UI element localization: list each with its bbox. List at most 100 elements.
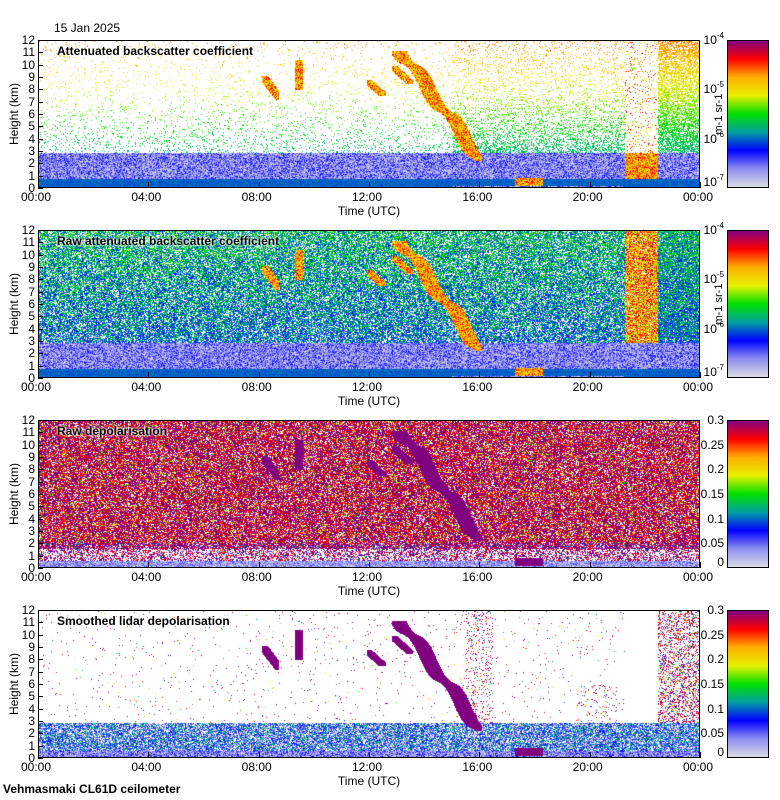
x-tick-label: 00:00 (683, 570, 714, 584)
y-tick-mark (38, 518, 43, 520)
x-tick-label: 04:00 (131, 190, 162, 204)
y-tick-mark (38, 40, 43, 41)
x-tick-mark (148, 562, 150, 568)
y-tick-label: 6 (28, 487, 35, 501)
y-tick-mark (38, 481, 43, 483)
y-tick-label: 1 (28, 168, 35, 183)
x-tick-label: 16:00 (462, 760, 493, 774)
heatmap-canvas (39, 611, 699, 757)
colorbar-tick-label: 0.05 (700, 726, 724, 741)
x-axis-label: Time (UTC) (337, 204, 401, 218)
y-tick-label: 8 (28, 652, 35, 667)
y-tick-label: 7 (28, 664, 35, 679)
x-tick-label: 00:00 (21, 190, 52, 204)
x-tick-mark (38, 372, 39, 378)
y-tick-label: 5 (28, 309, 35, 324)
x-tick-label: 20:00 (572, 570, 603, 584)
colorbar-tick-label: 0.2 (707, 462, 724, 477)
x-tick-mark (479, 752, 481, 758)
y-tick-label: 5 (28, 689, 35, 704)
x-tick-label: 00:00 (21, 760, 52, 774)
colorbar-tick-label: 10-5 (703, 270, 724, 287)
x-tick-mark (38, 752, 39, 758)
y-tick-mark (38, 304, 43, 305)
y-tick-mark (38, 230, 43, 231)
y-tick-label: 3 (28, 714, 35, 728)
y-tick-mark (38, 267, 43, 268)
y-tick-label: 11 (22, 425, 35, 440)
x-tick-label: 04:00 (131, 570, 162, 584)
y-tick-label: 9 (28, 260, 35, 274)
y-tick-label: 4 (28, 321, 35, 336)
y-tick-mark (38, 555, 43, 557)
y-tick-mark (38, 365, 43, 367)
y-tick-label: 10 (21, 437, 35, 452)
y-tick-label: 5 (28, 499, 35, 514)
y-tick-label: 12 (21, 413, 35, 427)
x-axis-label: Time (UTC) (337, 394, 401, 408)
x-tick-label: 12:00 (352, 190, 383, 204)
x-tick-mark (479, 562, 481, 568)
colorbar-unit-label: m-1 sr-1 (713, 283, 725, 325)
y-tick-mark (38, 684, 43, 685)
y-tick-label: 1 (28, 738, 35, 753)
y-tick-label: 2 (28, 536, 35, 551)
y-tick-mark (38, 733, 43, 735)
plot-area (38, 40, 700, 188)
y-tick-label: 0 (28, 181, 35, 195)
y-axis-label: Height (km) (7, 82, 21, 146)
heatmap-canvas (39, 421, 699, 567)
y-tick-label: 3 (28, 144, 35, 158)
y-tick-mark (38, 89, 43, 91)
y-tick-mark (38, 568, 43, 569)
chart-title: Raw attenuated backscatter coefficient (57, 234, 280, 248)
colorbar-tick-label: 0 (717, 555, 724, 569)
y-tick-label: 0 (28, 371, 35, 385)
x-tick-label: 12:00 (352, 570, 383, 584)
y-tick-mark (38, 444, 43, 446)
x-tick-mark (258, 752, 260, 758)
x-tick-mark (369, 372, 370, 378)
colorbar-tick-label: 0.3 (707, 603, 724, 617)
x-tick-label: 08:00 (241, 190, 272, 204)
x-tick-label: 20:00 (572, 760, 603, 774)
x-tick-label: 20:00 (572, 190, 603, 204)
heatmap-canvas (39, 41, 699, 187)
x-tick-mark (38, 182, 39, 188)
x-tick-mark (589, 752, 591, 758)
y-tick-label: 10 (21, 57, 35, 72)
x-tick-mark (369, 752, 370, 758)
y-tick-mark (38, 52, 43, 54)
date-label: 15 Jan 2025 (54, 21, 121, 35)
y-tick-label: 9 (28, 640, 35, 654)
x-tick-label: 20:00 (572, 380, 603, 394)
y-tick-label: 2 (28, 726, 35, 741)
x-axis-label: Time (UTC) (337, 774, 401, 788)
colorbar-tick-label: 0.25 (700, 437, 724, 452)
x-tick-mark (589, 562, 591, 568)
colorbar-tick-label: 0.1 (707, 701, 724, 716)
chart-panel: Raw depolarisation Height (km) Time (UTC) 0… (0, 414, 780, 610)
y-tick-mark (38, 126, 43, 128)
x-tick-mark (258, 372, 260, 378)
y-tick-label: 4 (28, 701, 35, 716)
y-tick-label: 11 (22, 45, 35, 60)
y-tick-mark (38, 101, 43, 103)
y-tick-mark (38, 696, 43, 698)
y-tick-mark (38, 151, 43, 152)
x-tick-label: 16:00 (462, 570, 493, 584)
y-tick-mark (38, 659, 43, 661)
y-tick-mark (38, 745, 43, 747)
y-tick-mark (38, 708, 43, 710)
colorbar (727, 230, 769, 378)
x-tick-label: 16:00 (462, 380, 493, 394)
colorbar-tick-label: 10-4 (703, 221, 724, 237)
y-tick-label: 5 (28, 119, 35, 134)
x-tick-mark (38, 562, 39, 568)
x-tick-mark (148, 182, 150, 188)
colorbar-unit-label: m-1 sr-1 (713, 93, 725, 135)
x-axis-label: Time (UTC) (337, 584, 401, 598)
y-tick-mark (38, 671, 43, 673)
y-axis-label: Height (km) (7, 462, 21, 526)
y-tick-label: 8 (28, 462, 35, 477)
